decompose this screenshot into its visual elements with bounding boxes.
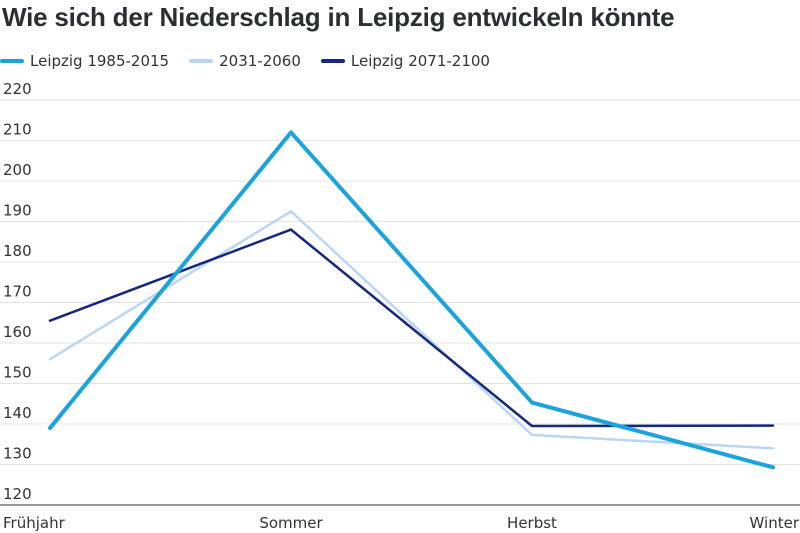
legend-item-leipzig-1985-2015[interactable]: Leipzig 1985-2015	[0, 52, 169, 70]
y-tick-label: 180	[3, 242, 32, 260]
y-tick-label: 190	[3, 202, 32, 220]
y-tick-label: 120	[3, 485, 32, 503]
legend-swatch	[0, 59, 24, 63]
y-tick-label: 170	[3, 283, 32, 301]
y-tick-label: 140	[3, 404, 32, 422]
series-line-2	[48, 228, 775, 428]
y-tick-label: 200	[3, 161, 32, 179]
x-tick-label: Sommer	[259, 514, 323, 532]
legend-label: 2031-2060	[219, 52, 301, 70]
x-tick-label: Winter	[750, 514, 800, 532]
series-line-1	[48, 210, 775, 450]
legend-label: Leipzig 2071-2100	[350, 52, 490, 70]
legend-swatch	[189, 59, 214, 63]
legend: Leipzig 1985-2015 2031-2060 Leipzig 2071…	[0, 52, 510, 70]
y-tick-label: 130	[3, 445, 32, 463]
y-tick-label: 160	[3, 323, 32, 341]
series-lines	[48, 130, 775, 470]
y-axis: 120 130 140 150 160 170 180 190 200 210 220	[3, 80, 32, 503]
chart-title: Wie sich der Niederschlag in Leipzig ent…	[2, 2, 675, 32]
y-tick-label: 220	[3, 80, 32, 98]
x-axis: Frühjahr Sommer Herbst Winter	[3, 514, 800, 532]
y-tick-label: 210	[3, 121, 32, 139]
legend-item-leipzig-2071-2100[interactable]: Leipzig 2071-2100	[320, 52, 490, 70]
series-line-0	[48, 130, 775, 470]
y-tick-label: 150	[3, 364, 32, 382]
gridlines	[0, 99, 800, 506]
legend-item-2031-2060[interactable]: 2031-2060	[189, 52, 301, 70]
legend-swatch	[320, 59, 345, 63]
legend-label: Leipzig 1985-2015	[30, 52, 170, 70]
x-tick-label: Herbst	[507, 514, 557, 532]
x-tick-label: Frühjahr	[3, 514, 66, 532]
